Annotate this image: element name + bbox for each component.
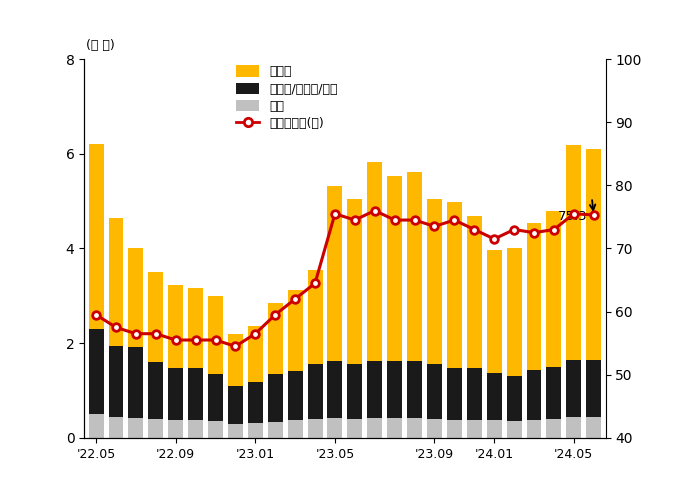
Bar — [387, 418, 402, 438]
Bar — [427, 365, 442, 419]
Bar — [308, 365, 322, 419]
Bar — [526, 420, 542, 438]
Bar — [129, 247, 143, 347]
Bar — [526, 370, 542, 420]
Bar — [308, 419, 322, 438]
Bar — [168, 420, 183, 438]
Bar — [507, 376, 522, 421]
Bar — [148, 419, 164, 438]
Bar — [168, 369, 183, 420]
Bar — [546, 367, 561, 419]
Bar — [328, 361, 343, 418]
Bar — [367, 162, 382, 361]
Bar — [228, 386, 243, 424]
Bar — [248, 423, 262, 438]
Bar — [427, 419, 442, 438]
Bar — [308, 270, 322, 365]
Bar — [407, 418, 422, 438]
Bar — [248, 326, 262, 382]
Bar — [188, 420, 203, 438]
Text: (만 건): (만 건) — [86, 39, 115, 52]
Text: 75.3: 75.3 — [558, 210, 588, 223]
Bar — [129, 418, 143, 438]
Bar — [586, 360, 601, 417]
Bar — [287, 420, 303, 438]
Bar — [89, 414, 104, 438]
Bar — [268, 422, 283, 438]
Bar — [467, 420, 482, 438]
Bar — [188, 369, 203, 420]
Bar — [108, 345, 123, 417]
Bar — [367, 361, 382, 418]
Bar — [407, 172, 422, 361]
Bar — [487, 373, 501, 420]
Bar — [427, 199, 442, 365]
Bar — [328, 418, 343, 438]
Bar — [367, 418, 382, 438]
Bar — [347, 365, 362, 419]
Bar — [347, 199, 362, 365]
Bar — [467, 368, 482, 420]
Bar — [89, 329, 104, 414]
Bar — [586, 417, 601, 438]
Bar — [447, 202, 462, 368]
Bar — [108, 417, 123, 438]
Bar — [567, 145, 581, 360]
Bar — [487, 250, 501, 373]
Bar — [526, 223, 542, 370]
Bar — [487, 420, 501, 438]
Bar — [347, 419, 362, 438]
Bar — [148, 272, 164, 362]
Bar — [546, 419, 561, 438]
Bar — [248, 382, 262, 423]
Bar — [447, 420, 462, 438]
Bar — [208, 296, 223, 374]
Bar — [546, 211, 561, 367]
Bar — [387, 361, 402, 418]
Bar — [567, 360, 581, 417]
Bar — [268, 304, 283, 374]
Bar — [129, 347, 143, 418]
Bar — [228, 424, 243, 438]
Legend: 아파트, 다가구/다세대/연립, 단독, 아파트비중(우): 아파트, 다가구/다세대/연립, 단독, 아파트비중(우) — [236, 65, 337, 130]
Bar — [467, 216, 482, 368]
Bar — [447, 368, 462, 420]
Bar — [228, 334, 243, 386]
Bar — [507, 248, 522, 376]
Bar — [268, 374, 283, 422]
Bar — [567, 417, 581, 438]
Bar — [208, 421, 223, 438]
Bar — [287, 290, 303, 370]
Bar — [407, 361, 422, 418]
Bar — [188, 288, 203, 369]
Bar — [168, 285, 183, 369]
Bar — [287, 370, 303, 420]
Bar — [148, 362, 164, 419]
Bar — [208, 374, 223, 421]
Bar — [507, 421, 522, 438]
Bar — [108, 217, 123, 345]
Bar — [89, 144, 104, 329]
Bar — [387, 177, 402, 361]
Bar — [328, 186, 343, 361]
Bar — [586, 150, 601, 360]
